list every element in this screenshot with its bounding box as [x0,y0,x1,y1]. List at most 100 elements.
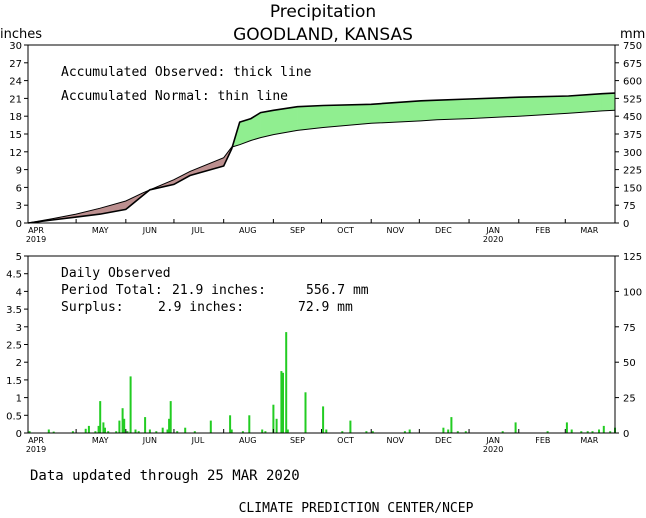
x-tick-label-nov: NOV [386,436,404,445]
x-tick-label-jun: JUN [142,226,157,235]
y-tick-label-left: 30 [9,41,22,52]
daily-legend-title: Daily Observed [61,266,171,281]
period-total-inches: 21.9 inches: [172,283,266,298]
y-tick-label-left: 27 [9,59,22,70]
daily-x-axis: APR MAY JUN JUL AUG SEP OCT NOV DEC JAN FEB MAR 2019… [26,429,599,454]
daily-bar [286,429,289,433]
daily-bar [97,425,100,433]
accumulation-fill-segment [297,105,324,131]
daily-bar [176,431,179,433]
accumulated-y-axis: 0369121518212427300751502253003754505256… [9,41,642,230]
daily-bar [102,422,105,433]
y-tick-label-right: 0 [623,429,629,440]
x-tick-label-may: MAY [92,226,109,235]
daily-bar [184,427,187,433]
y-tick-label-right: 75 [623,201,636,212]
daily-bar [71,431,74,433]
x-tick-label-aug: AUG [239,226,257,235]
x-year-label: 2019 [26,445,46,454]
daily-bar [148,429,151,433]
x-tick-label-dec: DEC [435,226,452,235]
daily-bar [285,332,288,433]
accumulation-fill-segment [420,99,438,122]
daily-bar [161,427,164,433]
y-tick-label-right: 375 [623,130,642,141]
daily-bar [193,431,196,433]
period-total-label: Period Total: [61,283,163,298]
daily-bar [209,420,212,433]
surplus-inches: 2.9 inches: [158,300,244,315]
y-tick-label-right: 75 [623,323,636,334]
x-tick-label-nov: NOV [386,226,404,235]
daily-bar [261,429,264,433]
x-tick-label-aug: AUG [239,436,257,445]
daily-bar [94,431,97,433]
daily-bar [129,376,132,433]
daily-bar [155,431,158,433]
daily-bar [229,415,232,433]
y-tick-label-right: 100 [623,287,642,298]
daily-bar [264,431,267,433]
y-tick-label-left: 15 [9,130,22,141]
daily-bar [275,418,278,433]
daily-bar [514,422,517,433]
x-tick-label-mar: MAR [580,226,598,235]
y-tick-label-left: 4 [16,287,22,298]
daily-bar [602,425,605,433]
daily-bar [84,428,87,433]
x-tick-label-may: MAY [92,436,109,445]
daily-bar [169,401,172,433]
daily-bar [144,417,147,433]
daily-bar [87,425,90,433]
legend-normal: Accumulated Normal: thin line [61,89,288,104]
y-tick-label-left: 1 [16,394,22,405]
daily-bar [365,431,368,433]
y-tick-label-left: 2.5 [6,341,22,352]
daily-bar [137,431,140,433]
daily-bar [464,431,467,433]
surplus-mm: 72.9 mm [298,300,353,315]
daily-bar [230,429,233,433]
observed-line [27,92,616,224]
y-tick-label-left: 0 [16,219,22,230]
daily-bar [447,429,450,433]
x-tick-label-apr: APR [28,436,44,445]
daily-bar [456,431,459,433]
daily-bar [52,431,55,433]
daily-bar [104,427,106,433]
accumulation-fill-segment [468,96,520,119]
daily-bar [123,418,126,433]
daily-bar [115,431,118,433]
accumulation-fill-segment [273,106,298,135]
y-tick-label-left: 18 [9,112,22,123]
surplus-label: Surplus: [61,300,124,315]
x-tick-label-jan: JAN [485,226,500,235]
ylabel-right: mm [620,27,645,42]
x-tick-label-oct: OCT [337,226,354,235]
daily-bar [168,418,171,433]
x-tick-label-jul: JUL [191,436,205,445]
x-tick-label-sep: SEP [290,436,305,445]
daily-bar [134,429,137,433]
y-tick-label-left: 3 [16,201,22,212]
daily-bar [280,371,283,433]
x-tick-label-feb: FEB [535,436,550,445]
accumulation-fill-segment [568,93,603,114]
footer-credit: CLIMATE PREDICTION CENTER/NCEP [239,501,474,516]
daily-bar [241,431,244,433]
x-year-label: 2020 [483,235,503,244]
daily-bar [126,431,129,433]
y-tick-label-left: 2 [16,358,22,369]
y-tick-label-left: 0 [16,429,22,440]
daily-bar [598,429,600,433]
daily-bar [272,404,275,433]
daily-bar [118,420,121,433]
y-tick-label-left: 24 [9,77,22,88]
daily-bar [304,392,307,433]
y-tick-label-right: 150 [623,183,642,194]
daily-bar [546,431,549,433]
daily-bar [591,431,594,433]
